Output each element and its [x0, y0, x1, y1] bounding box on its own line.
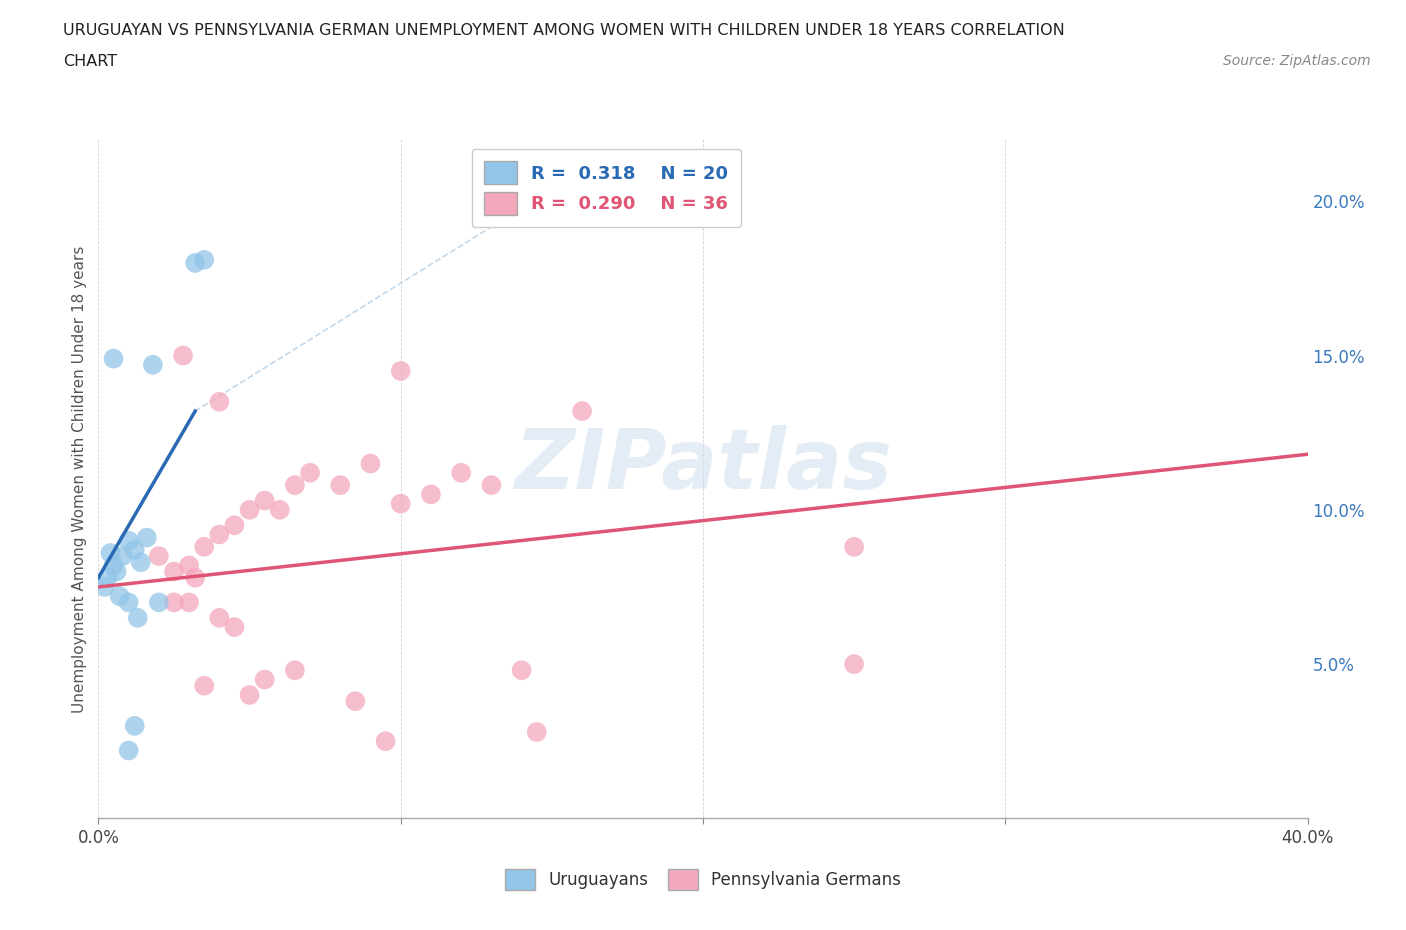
Point: [239, 502, 262, 517]
Point: [193, 252, 215, 267]
Y-axis label: Unemployment Among Women with Children Under 18 years: Unemployment Among Women with Children U…: [72, 246, 87, 712]
Legend: Uruguayans, Pennsylvania Germans: Uruguayans, Pennsylvania Germans: [496, 860, 910, 898]
Point: [124, 542, 146, 557]
Point: [526, 724, 548, 739]
Point: [389, 497, 412, 512]
Point: [163, 595, 186, 610]
Point: [420, 487, 443, 502]
Point: [127, 610, 149, 625]
Point: [129, 555, 152, 570]
Point: [184, 570, 207, 585]
Point: [163, 565, 186, 579]
Text: ZIPatlas: ZIPatlas: [515, 425, 891, 506]
Point: [184, 256, 207, 271]
Point: [844, 539, 866, 554]
Point: [450, 465, 472, 480]
Point: [124, 718, 146, 733]
Point: [239, 687, 262, 702]
Point: [148, 549, 170, 564]
Point: [142, 357, 165, 372]
Point: [148, 595, 170, 610]
Point: [135, 530, 157, 545]
Point: [481, 478, 503, 493]
Point: [374, 734, 396, 749]
Point: [193, 539, 215, 554]
Point: [224, 518, 246, 533]
Point: [284, 478, 307, 493]
Point: [93, 579, 115, 594]
Point: [510, 663, 533, 678]
Point: [208, 527, 231, 542]
Point: [329, 478, 352, 493]
Text: Source: ZipAtlas.com: Source: ZipAtlas.com: [1223, 54, 1371, 68]
Text: URUGUAYAN VS PENNSYLVANIA GERMAN UNEMPLOYMENT AMONG WOMEN WITH CHILDREN UNDER 18: URUGUAYAN VS PENNSYLVANIA GERMAN UNEMPLO…: [63, 23, 1064, 38]
Point: [118, 743, 141, 758]
Point: [360, 456, 382, 471]
Point: [172, 348, 194, 363]
Point: [111, 549, 134, 564]
Point: [571, 404, 593, 418]
Point: [105, 565, 128, 579]
Point: [100, 546, 122, 561]
Point: [193, 678, 215, 693]
Point: [103, 558, 125, 573]
Point: [118, 533, 141, 548]
Point: [284, 663, 307, 678]
Point: [179, 595, 201, 610]
Point: [253, 493, 276, 508]
Point: [253, 672, 276, 687]
Point: [108, 589, 131, 604]
Point: [224, 619, 246, 634]
Point: [269, 502, 291, 517]
Point: [179, 558, 201, 573]
Point: [844, 657, 866, 671]
Point: [389, 364, 412, 379]
Text: CHART: CHART: [63, 54, 117, 69]
Point: [208, 394, 231, 409]
Point: [103, 352, 125, 366]
Point: [208, 610, 231, 625]
Point: [299, 465, 322, 480]
Point: [118, 595, 141, 610]
Point: [96, 570, 118, 585]
Point: [344, 694, 367, 709]
